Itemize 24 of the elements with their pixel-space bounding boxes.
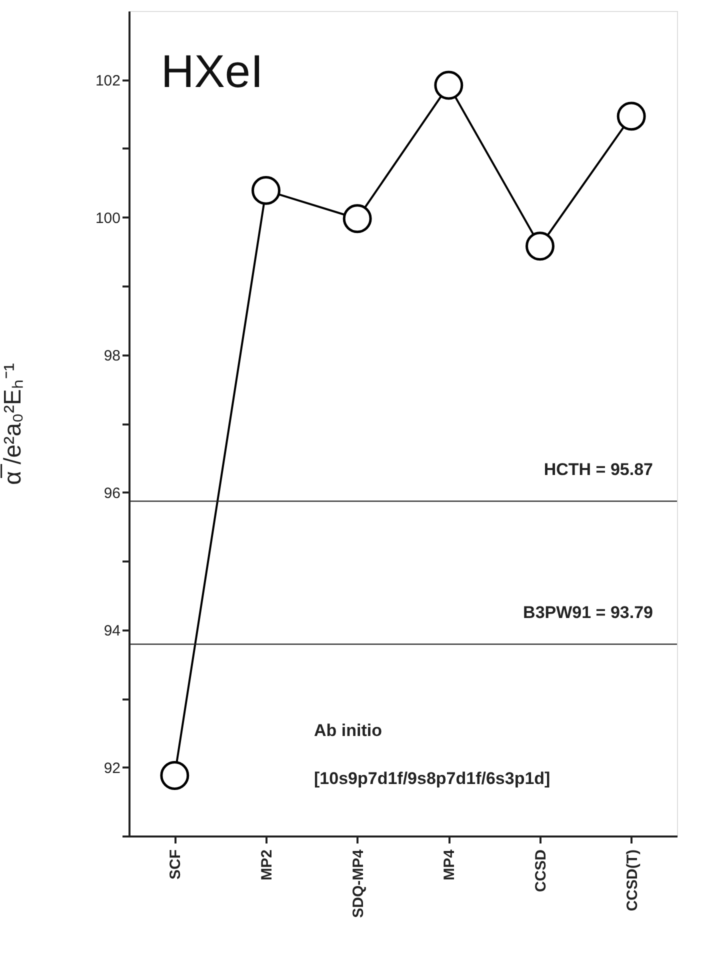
- y-tick-label: 98: [104, 347, 120, 364]
- y-tick-label: 96: [104, 484, 120, 502]
- y-tick-label: 102: [95, 72, 120, 90]
- x-tick-label: SCF: [167, 850, 184, 880]
- point: [160, 761, 190, 790]
- x-tick-label: SDQ-MP4: [350, 848, 367, 918]
- ref-line-label: B3PW91 = 93.79: [523, 603, 653, 622]
- y-tick-label: 94: [104, 622, 120, 640]
- annotation: Ab initio: [314, 721, 382, 740]
- y-axis-title: α̅ /e²a₀²Eₕ⁻¹: [0, 363, 26, 485]
- ref-line-label: HCTH = 95.87: [544, 460, 653, 480]
- y-tick-label: 92: [104, 760, 120, 777]
- point: [342, 204, 372, 234]
- point: [526, 232, 554, 261]
- point: [434, 70, 464, 100]
- annotation: [10s9p7d1f/9s8p7d1f/6s3p1d]: [314, 769, 550, 788]
- y-tick-label: 100: [95, 210, 120, 227]
- x-tick-label: CCSD(T): [624, 849, 641, 912]
- point: [616, 102, 646, 131]
- text: HXeI: [161, 45, 264, 97]
- x-tick-label: MP4: [441, 848, 458, 880]
- x-tick-label: MP2: [258, 850, 276, 880]
- point: [252, 176, 280, 205]
- x-tick-label: CCSD: [532, 849, 550, 892]
